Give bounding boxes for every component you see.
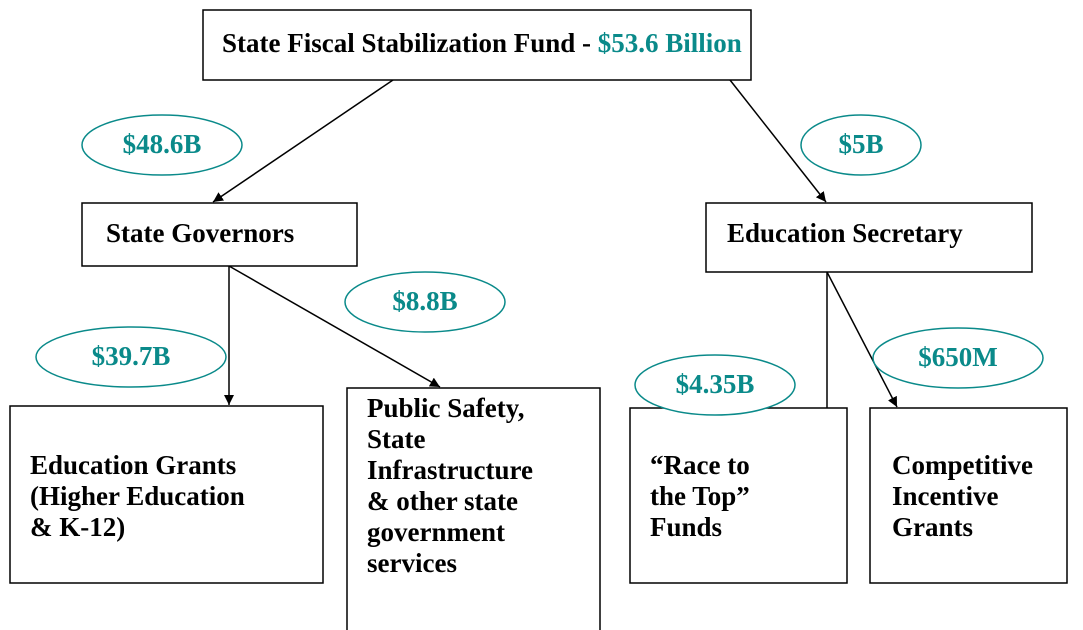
node-box xyxy=(705,202,1033,273)
node-label: the Top” xyxy=(650,481,750,511)
amount-label: $5B xyxy=(838,129,883,159)
node-label: “Race to xyxy=(650,450,750,480)
node-label: Funds xyxy=(650,512,722,542)
arrow xyxy=(826,271,898,408)
amount-oval xyxy=(344,271,506,333)
node-label: Grants xyxy=(892,512,973,542)
node-box xyxy=(629,407,848,584)
node-label: State xyxy=(367,424,425,454)
node-label: Infrastructure xyxy=(367,455,533,485)
amount-label: $4.35B xyxy=(676,369,755,399)
fund-amount: $53.6 Billion xyxy=(598,28,742,58)
amount-oval xyxy=(800,114,922,176)
arrow xyxy=(212,79,394,203)
node-box xyxy=(81,202,358,267)
amount-oval xyxy=(872,327,1044,389)
node-box xyxy=(346,387,601,630)
top-title: State Fiscal Stabilization Fund - $53.6 … xyxy=(222,28,742,58)
amount-label: $48.6B xyxy=(123,129,202,159)
node-box xyxy=(9,405,324,584)
node-label: government xyxy=(367,517,505,547)
node-label: Competitive xyxy=(892,450,1033,480)
amount-label: $8.8B xyxy=(392,286,457,316)
node-label: services xyxy=(367,548,457,578)
separator: - xyxy=(582,28,591,58)
amount-oval xyxy=(35,326,227,388)
node-label: Public Safety, xyxy=(367,393,525,423)
arrow xyxy=(729,79,827,203)
node-label: & K-12) xyxy=(30,512,125,542)
node-label: (Higher Education xyxy=(30,481,245,511)
top-box xyxy=(202,9,752,81)
node-label: Education Grants xyxy=(30,450,236,480)
amount-label: $650M xyxy=(918,342,997,372)
node-label: Incentive xyxy=(892,481,999,511)
node-box xyxy=(869,407,1068,584)
fund-name: State Fiscal Stabilization Fund xyxy=(222,28,575,58)
amount-oval xyxy=(81,114,243,176)
node-label: Education Secretary xyxy=(727,218,963,248)
node-label: State Governors xyxy=(106,218,294,248)
amount-label: $39.7B xyxy=(92,341,171,371)
arrow xyxy=(228,265,441,388)
node-label: & other state xyxy=(367,486,518,516)
amount-oval xyxy=(634,354,796,416)
